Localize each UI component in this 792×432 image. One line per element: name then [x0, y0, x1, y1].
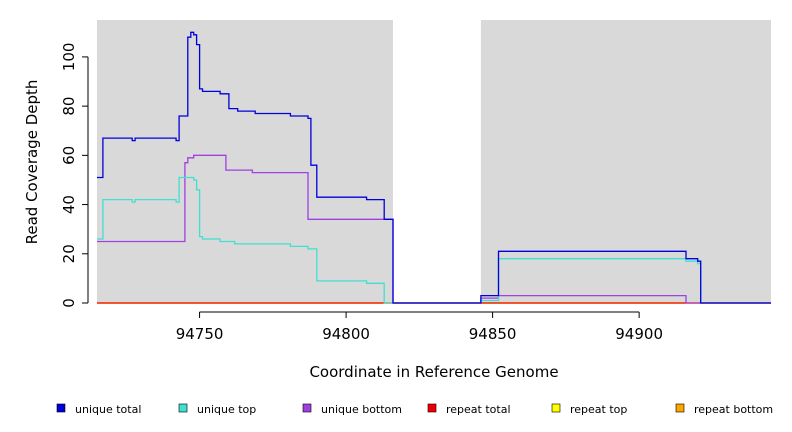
y-tick-label: 100 — [60, 43, 78, 72]
y-axis: 0 20 40 60 80 100 — [60, 43, 89, 308]
x-axis-label: Coordinate in Reference Genome — [309, 363, 558, 381]
x-tick-label: 94750 — [176, 325, 224, 343]
legend-label-unique-total: unique total — [75, 403, 141, 416]
legend-label-unique-bottom: unique bottom — [321, 403, 402, 416]
series-line-unique-total — [97, 31, 771, 304]
legend-swatch-repeat-bottom — [675, 403, 685, 413]
legend-swatch-repeat-total — [427, 403, 437, 413]
legend-swatch-unique-top — [178, 403, 188, 413]
legend-label-unique-top: unique top — [197, 403, 256, 416]
legend-swatch-repeat-top — [551, 403, 561, 413]
y-tick-label: 80 — [60, 97, 78, 116]
y-tick-label: 0 — [60, 298, 78, 308]
x-tick-label: 94800 — [322, 325, 370, 343]
legend-label-repeat-total: repeat total — [446, 403, 511, 416]
y-tick-label: 60 — [60, 146, 78, 165]
y-axis-label: Read Coverage Depth — [23, 80, 41, 245]
y-tick-label: 40 — [60, 195, 78, 214]
legend-label-repeat-top: repeat top — [570, 403, 627, 416]
legend-swatch-unique-bottom — [302, 403, 312, 413]
legend-swatch-unique-total — [56, 403, 66, 413]
x-tick-label: 94850 — [469, 325, 517, 343]
legend-label-repeat-bottom: repeat bottom — [694, 403, 773, 416]
x-axis: 94750 94800 94850 94900 — [176, 311, 663, 343]
legend: unique total unique top unique bottom repea… — [56, 403, 773, 416]
series-lines — [97, 31, 771, 304]
gap-region — [392, 20, 481, 303]
y-tick-label: 20 — [60, 244, 78, 263]
x-tick-label: 94900 — [615, 325, 663, 343]
